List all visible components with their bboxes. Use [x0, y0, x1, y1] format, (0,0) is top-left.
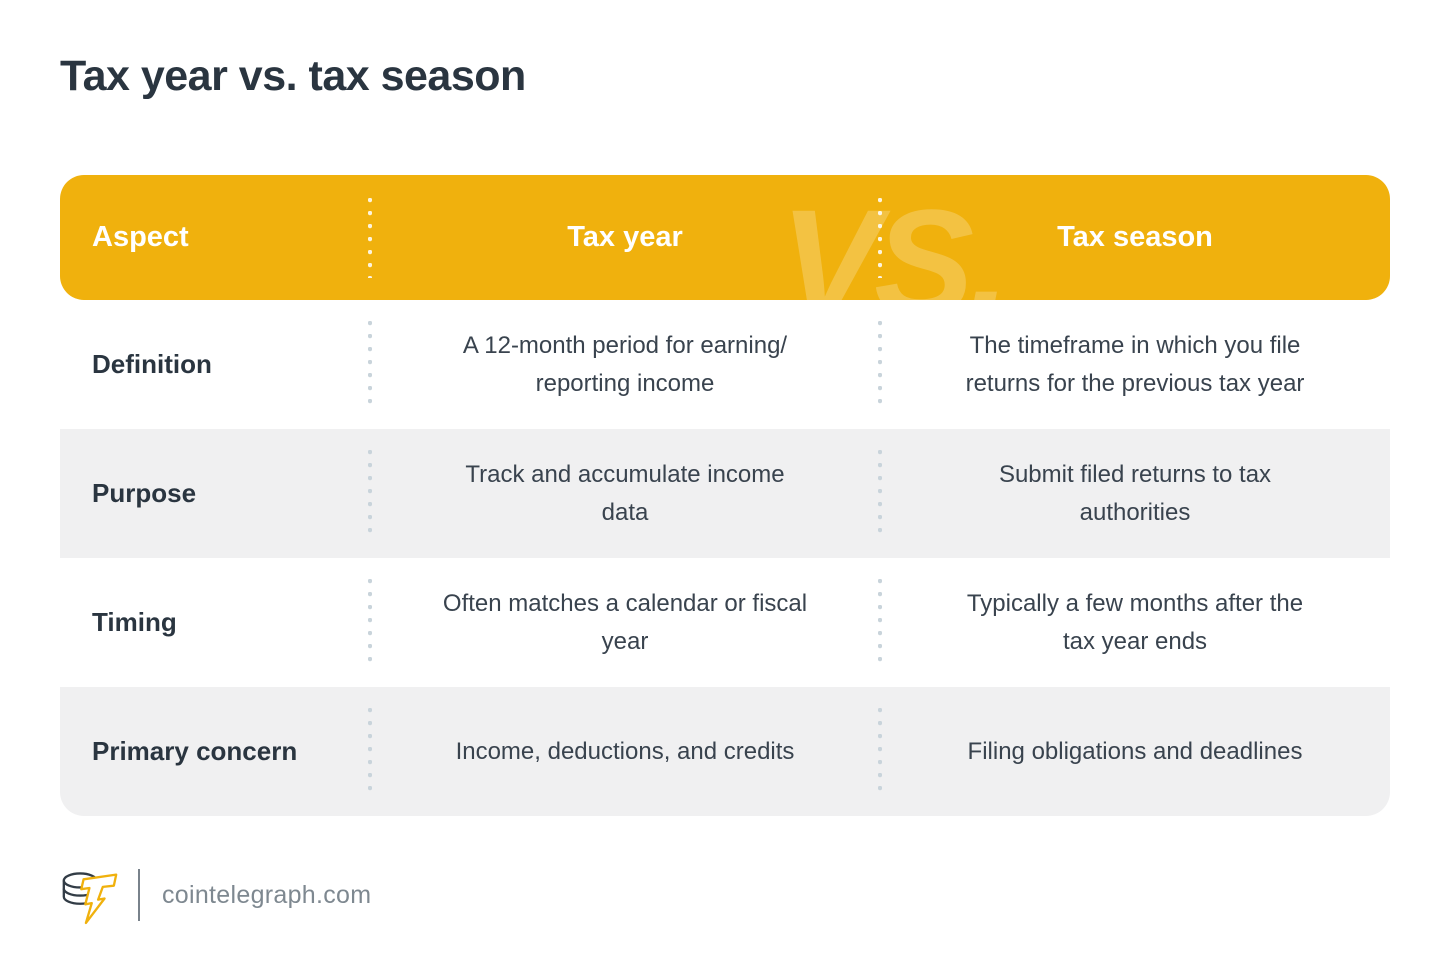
website-label: cointelegraph.com — [162, 880, 372, 909]
column-separator-dots — [368, 578, 372, 667]
column-separator-dots — [878, 320, 882, 409]
table-row: Purpose Track and accumulate income data… — [60, 429, 1390, 558]
tax-season-cell: Typically a few months after the tax yea… — [966, 590, 1304, 655]
column-separator-dots — [878, 449, 882, 538]
cointelegraph-logo-icon — [62, 872, 118, 925]
tax-season-cell: The timeframe in which you file returns … — [965, 332, 1305, 397]
footer-branding: cointelegraph.com — [58, 862, 371, 928]
column-separator-dots — [368, 707, 372, 796]
tax-year-cell: A 12-month period for earning/ reporting… — [462, 332, 788, 397]
table-header-row: VS. Aspect Tax year Tax season — [60, 175, 1390, 300]
table-row: Timing Often matches a calendar or fisca… — [60, 558, 1390, 687]
column-separator-dots — [368, 449, 372, 538]
tax-year-cell: Track and accumulate income data — [465, 461, 785, 526]
table-row: Definition A 12-month period for earning… — [60, 300, 1390, 429]
column-separator-dots — [368, 198, 372, 278]
column-separator-dots — [368, 320, 372, 409]
column-separator-dots — [878, 198, 882, 278]
table-body: Definition A 12-month period for earning… — [60, 300, 1390, 816]
row-label: Purpose — [92, 478, 197, 508]
column-separator-dots — [878, 578, 882, 667]
tax-season-cell: Filing obligations and deadlines — [967, 737, 1303, 765]
page-title: Tax year vs. tax season — [60, 52, 526, 100]
header-tax-season: Tax season — [1057, 221, 1213, 253]
comparison-table: VS. Aspect Tax year Tax season Definitio… — [60, 175, 1390, 816]
header-tax-year: Tax year — [567, 221, 683, 253]
tax-year-cell: Income, deductions, and credits — [455, 737, 795, 765]
table-row: Primary concern Income, deductions, and … — [60, 687, 1390, 816]
tax-season-cell: Submit filed returns to tax authorities — [998, 461, 1272, 526]
header-aspect: Aspect — [92, 221, 189, 253]
row-label: Timing — [92, 607, 177, 637]
row-label: Primary concern — [92, 736, 298, 766]
row-label: Definition — [92, 349, 212, 379]
tax-year-cell: Often matches a calendar or fiscal year — [442, 590, 808, 655]
footer-divider — [138, 869, 140, 921]
column-separator-dots — [878, 707, 882, 796]
